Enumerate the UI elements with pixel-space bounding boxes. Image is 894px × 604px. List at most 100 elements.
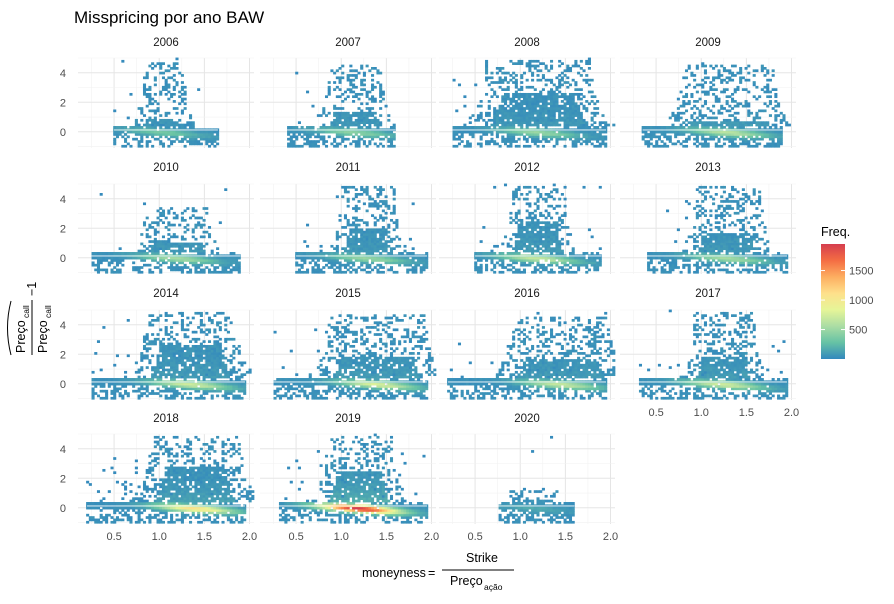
heat-cell <box>533 123 537 127</box>
heat-cell <box>411 266 415 269</box>
heat-cell <box>308 252 312 255</box>
heat-cell <box>354 195 358 199</box>
heat-cell <box>779 118 783 122</box>
heat-cell <box>571 111 575 115</box>
heat-cell <box>725 200 729 203</box>
heat-cell <box>346 252 350 255</box>
heat-cell <box>596 252 600 255</box>
heat-cell <box>384 256 388 260</box>
heat-cell <box>679 104 683 108</box>
heat-cell <box>574 107 578 110</box>
heat-cell <box>175 235 179 239</box>
heat-cell <box>520 221 524 225</box>
heat-cell <box>327 135 331 139</box>
heat-cell <box>601 135 605 139</box>
heat-cell <box>525 95 529 99</box>
heat-cell <box>338 107 342 110</box>
heat-cell <box>474 83 478 87</box>
heat-cell <box>739 242 743 246</box>
heat-cell <box>657 144 661 148</box>
heat-cell <box>148 85 152 89</box>
heat-cell <box>660 266 664 269</box>
heat-cell <box>365 221 369 225</box>
heat-cell <box>547 90 551 94</box>
heat-cell <box>555 237 559 241</box>
heat-cell <box>145 118 149 122</box>
heat-cell <box>733 137 737 141</box>
heat-cell <box>682 130 686 134</box>
heat-cell <box>763 135 767 139</box>
heat-cell <box>550 190 554 194</box>
heat-cell <box>547 240 551 243</box>
heat-cell <box>460 135 464 139</box>
heat-cell <box>574 109 578 113</box>
heat-cell <box>563 114 567 117</box>
heat-cell <box>514 95 518 99</box>
heat-cell <box>747 247 751 251</box>
heat-cell <box>682 249 686 253</box>
heat-cell <box>389 142 394 146</box>
heat-cell <box>327 88 331 91</box>
heat-cell <box>183 97 187 101</box>
heat-cell <box>550 114 554 117</box>
heat-cell <box>758 259 762 262</box>
heat-cell <box>774 100 778 103</box>
heat-cell <box>571 247 575 251</box>
heat-cell <box>779 126 783 129</box>
heat-cell <box>381 230 385 234</box>
heat-cell <box>566 76 570 80</box>
heat-cell <box>563 126 567 129</box>
heat-cell <box>99 259 103 262</box>
heat-cell <box>365 247 369 251</box>
heat-cell <box>202 223 206 227</box>
heat-cell <box>768 100 772 103</box>
heat-cell <box>237 268 241 272</box>
heat-cell <box>779 133 783 136</box>
heat-cell <box>758 270 762 274</box>
heat-cell <box>693 137 697 141</box>
heat-cell <box>539 195 543 199</box>
heat-cell <box>525 97 529 101</box>
heat-cell <box>132 137 136 141</box>
heat-cell <box>354 218 358 222</box>
heat-cell <box>207 256 212 260</box>
heat-cell <box>766 90 770 94</box>
heat-cell <box>766 130 770 134</box>
heat-cell <box>739 67 743 70</box>
heat-cell <box>379 85 383 89</box>
heat-cell <box>392 144 396 148</box>
heat-cell <box>733 74 737 77</box>
heat-cell <box>555 256 559 260</box>
heat-cell <box>555 76 559 80</box>
heat-cell <box>368 256 372 260</box>
heat-cell <box>487 140 491 143</box>
heat-cell <box>476 266 480 269</box>
heat-cell <box>330 266 334 269</box>
heat-cell <box>728 242 732 246</box>
heat-cell <box>161 247 165 251</box>
heat-cell <box>205 242 209 246</box>
heat-cell <box>566 240 570 243</box>
heat-cell <box>191 235 195 239</box>
heat-cell <box>452 133 456 136</box>
heat-cell <box>703 121 707 125</box>
heat-cell <box>341 111 345 115</box>
heat-cell <box>207 259 212 262</box>
heat-cell <box>368 126 372 129</box>
heat-cell <box>408 252 412 255</box>
heat-cell <box>520 116 524 120</box>
heat-cell <box>520 74 524 77</box>
heat-cell <box>701 249 705 253</box>
heat-cell <box>289 126 293 129</box>
heat-cell <box>161 256 165 260</box>
heat-cell <box>720 204 724 208</box>
heat-cell <box>354 268 358 272</box>
heat-cell <box>474 263 478 267</box>
heat-cell <box>566 111 570 115</box>
heat-cell <box>384 104 388 108</box>
heat-cell <box>316 144 320 148</box>
heat-cell <box>501 259 505 262</box>
heat-cell <box>306 256 310 260</box>
heat-cell <box>314 144 318 148</box>
heat-cell <box>666 252 670 255</box>
